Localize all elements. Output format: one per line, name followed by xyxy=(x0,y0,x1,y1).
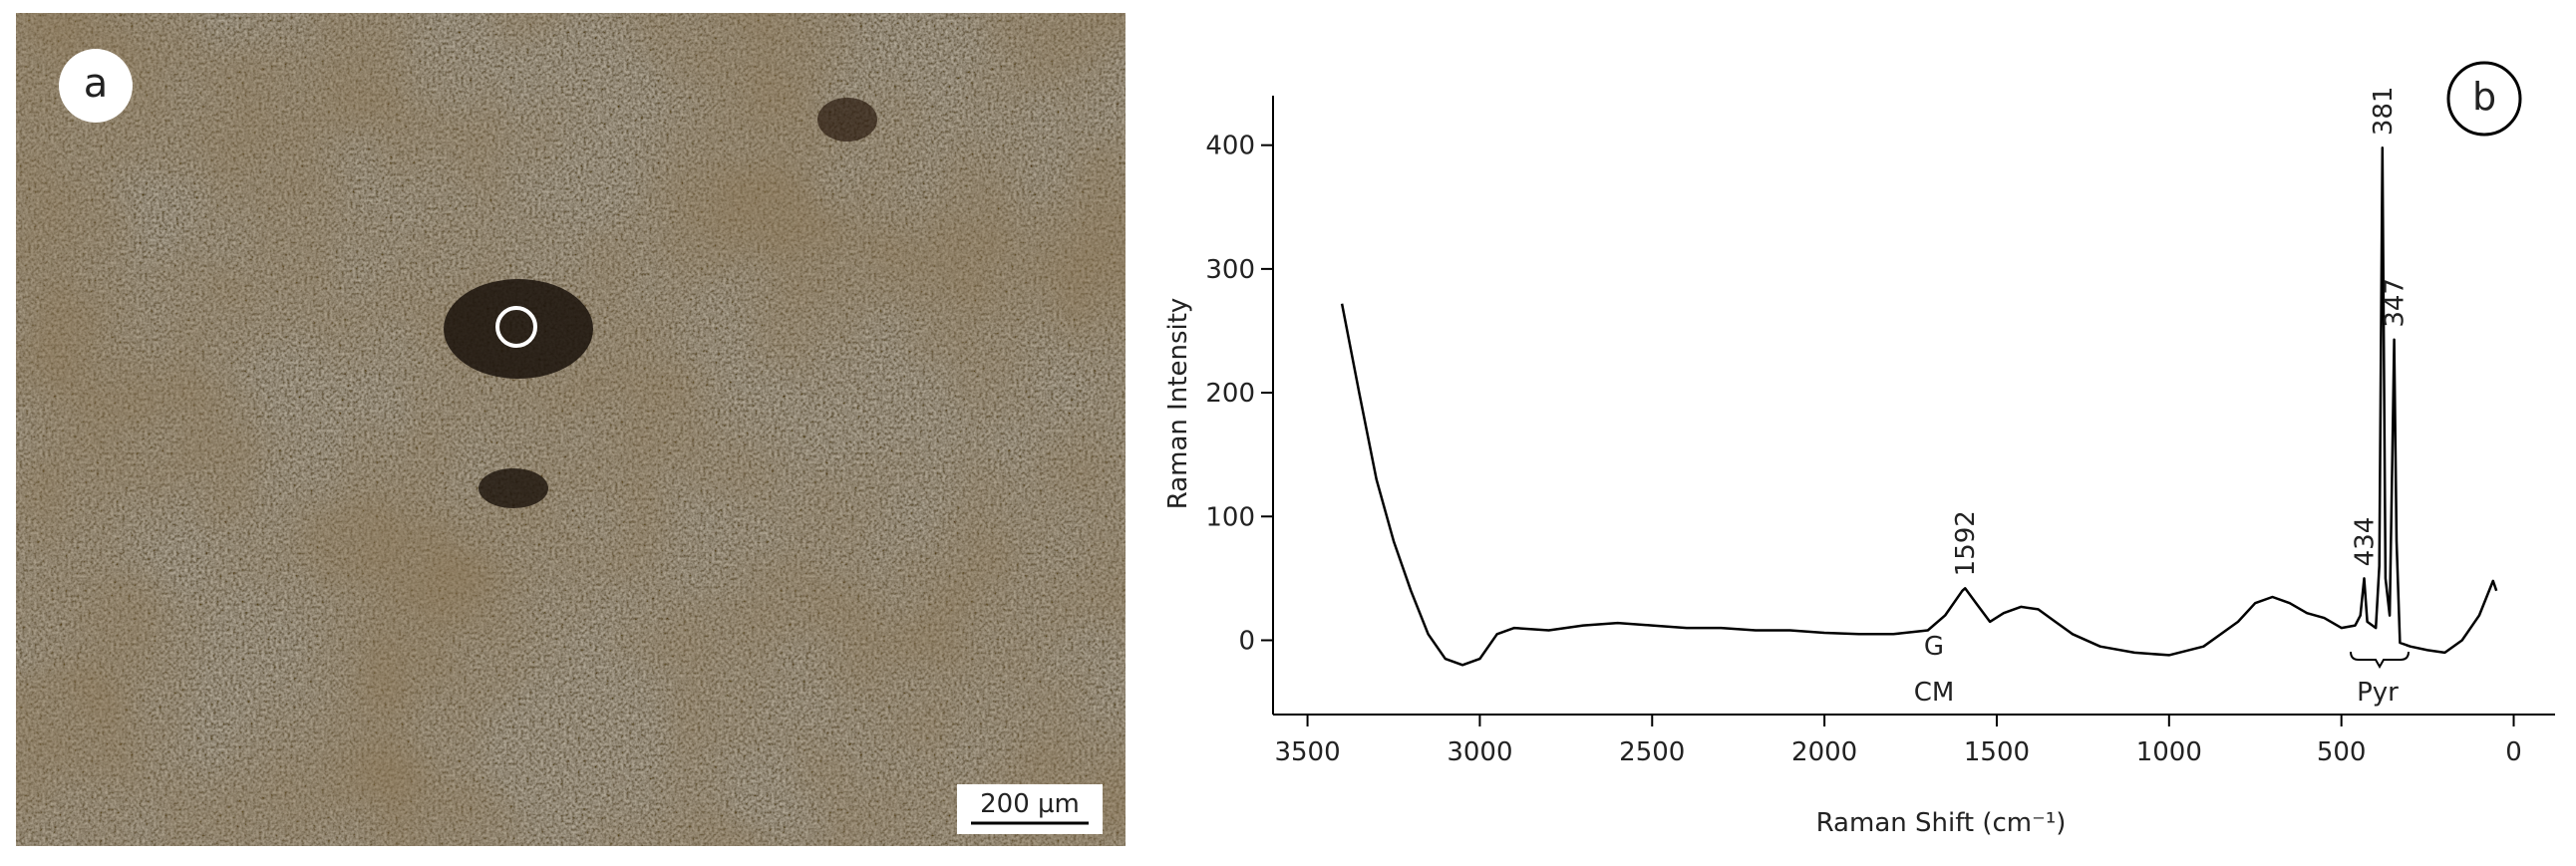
annotation: G xyxy=(1924,632,1944,662)
dark-grain xyxy=(479,468,548,508)
panel-label: a xyxy=(84,61,109,107)
x-tick-label: 1000 xyxy=(2136,737,2202,767)
y-tick-label: 100 xyxy=(1205,502,1255,532)
micrograph: a 200 µm xyxy=(16,13,1126,846)
peak-label: 381 xyxy=(2369,87,2399,137)
y-axis-title: Raman Intensity xyxy=(1163,298,1193,510)
y-tick-label: 0 xyxy=(1238,626,1255,656)
y-tick-label: 200 xyxy=(1205,379,1255,409)
peak-label: 434 xyxy=(2350,517,2380,567)
dark-grain xyxy=(817,98,877,142)
panel-badge xyxy=(59,49,133,123)
analysis-spot xyxy=(495,306,537,348)
x-tick-label: 500 xyxy=(2317,737,2367,767)
x-tick-label: 2000 xyxy=(1791,737,1857,767)
y-tick-label: 300 xyxy=(1205,255,1255,285)
panel-label: b xyxy=(2472,75,2496,119)
panel-badge xyxy=(2446,61,2522,137)
x-tick-label: 3500 xyxy=(1274,737,1340,767)
x-axis-title: Raman Shift (cm⁻¹) xyxy=(1816,808,2067,838)
scale-bar-box xyxy=(957,784,1103,834)
annotation: CM xyxy=(1914,678,1955,708)
scale-bar-label: 200 µm xyxy=(980,789,1080,819)
annotation: Pyr xyxy=(2357,678,2399,708)
spectrum-line xyxy=(1340,145,2498,667)
peak-label: 347 xyxy=(2381,278,2411,328)
x-tick-label: 2500 xyxy=(1619,737,1685,767)
chart: b Raman Shift (cm⁻¹) Raman Intensity G C… xyxy=(1163,61,2555,838)
micrograph-shading xyxy=(16,13,1126,846)
y-tick-label: 400 xyxy=(1205,132,1255,161)
peak-label: 1592 xyxy=(1951,510,1981,576)
dark-grain xyxy=(444,279,593,379)
x-tick-label: 3000 xyxy=(1447,737,1512,767)
x-tick-label: 0 xyxy=(2505,737,2522,767)
x-tick-label: 1500 xyxy=(1964,737,2030,767)
annotation-brace xyxy=(2350,651,2410,670)
